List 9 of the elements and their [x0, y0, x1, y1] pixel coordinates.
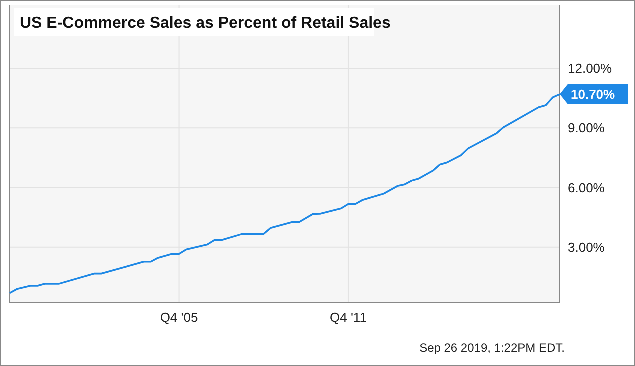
x-tick-label: Q4 '05 — [160, 310, 198, 325]
text: US E-Commerce Sales as Percent of Retail Sales — [20, 15, 391, 32]
y-tick-label: 9.00% — [568, 120, 606, 136]
y-tick-label: 3.00% — [568, 240, 606, 255]
annotation: 10.70% — [571, 86, 616, 102]
y-tick-label: 12.00% — [568, 61, 613, 76]
text: Sep 26 2019, 1:22PM EDT. — [420, 341, 565, 355]
x-tick-label: Q4 '11 — [330, 310, 367, 325]
y-tick-label: 6.00% — [568, 180, 606, 196]
